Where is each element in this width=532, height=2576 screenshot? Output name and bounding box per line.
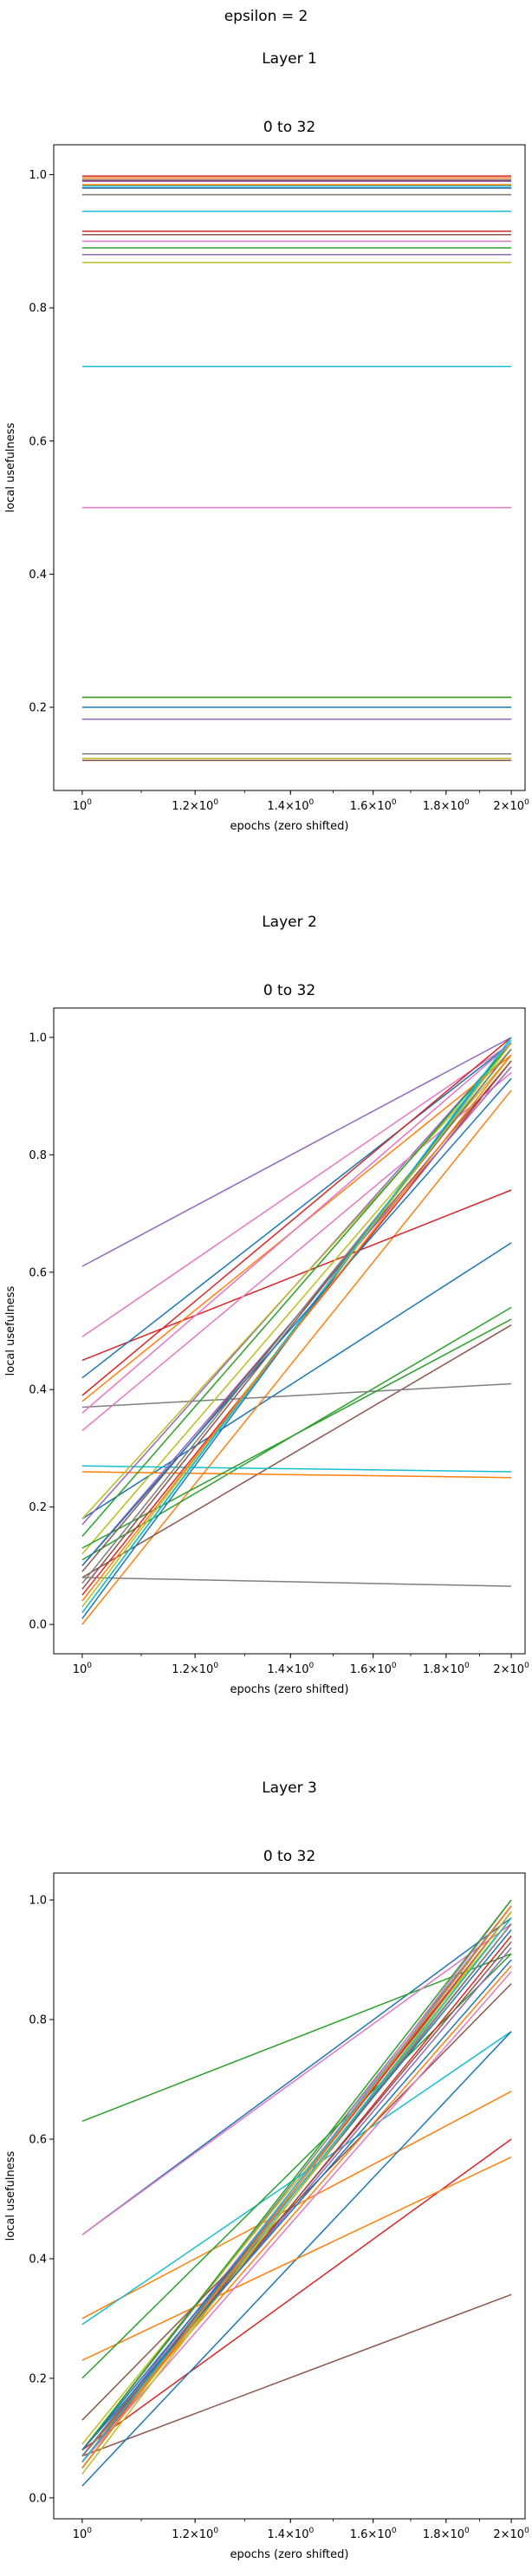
- series-line: [81, 1043, 512, 1379]
- series-line: [81, 1917, 512, 2235]
- y-tick-label: 0.4: [29, 569, 47, 582]
- series-line: [81, 1043, 512, 1537]
- series-lines: [81, 175, 512, 762]
- x-tick-label: 2×100: [493, 798, 529, 813]
- series-line: [81, 1922, 512, 2235]
- y-tick-label: 0.0: [29, 1619, 47, 1632]
- y-tick-label: 0.4: [29, 2253, 47, 2266]
- y-axis-label: local usefulness: [4, 2150, 17, 2241]
- series-line: [81, 1971, 512, 2462]
- x-tick-label: 1.4×100: [267, 798, 314, 813]
- series-line: [81, 1054, 512, 1602]
- x-tick-label: 1.2×100: [172, 2527, 218, 2541]
- series-line: [81, 1318, 512, 1549]
- y-tick-label: 0.8: [29, 1149, 47, 1162]
- x-tick-label: 2×100: [493, 1662, 529, 1676]
- x-tick-label: 1.8×100: [423, 2527, 470, 2541]
- y-tick-label: 0.2: [29, 701, 47, 714]
- plot-frame: [53, 1872, 526, 2520]
- x-tick-label: 1.6×100: [350, 798, 397, 813]
- chart-title: 0 to 32: [263, 119, 315, 136]
- series-line: [81, 1382, 512, 1408]
- series-line: [81, 1917, 512, 2462]
- series-line: [81, 2156, 512, 2361]
- y-tick-label: 0.8: [29, 302, 47, 315]
- panel-title: Layer 1: [262, 50, 317, 68]
- x-tick-label: 100: [73, 2527, 93, 2541]
- y-tick-label: 0.8: [29, 2014, 47, 2027]
- series-line: [81, 1048, 512, 1519]
- x-tick-label: 2×100: [493, 2527, 529, 2541]
- series-line: [81, 1983, 512, 2421]
- y-tick-label: 0.2: [29, 2372, 47, 2385]
- x-tick-label: 100: [73, 1662, 93, 1676]
- x-axis-label: epochs (zero shifted): [230, 1683, 349, 1696]
- x-tick-label: 1.8×100: [423, 1662, 470, 1676]
- y-tick-label: 0.6: [29, 435, 47, 448]
- suptitle: epsilon = 2: [224, 8, 308, 25]
- series-line: [81, 1911, 512, 2475]
- series-line: [81, 2138, 512, 2451]
- chart-title: 0 to 32: [263, 1848, 315, 1865]
- y-axis-label: local usefulness: [4, 422, 17, 512]
- chart-title: 0 to 32: [263, 982, 315, 999]
- panel-title: Layer 3: [262, 1779, 317, 1797]
- series-line: [81, 1965, 512, 2457]
- x-axis-label: epochs (zero shifted): [230, 820, 349, 833]
- y-tick-label: 1.0: [29, 1031, 47, 1044]
- series-line: [81, 2031, 512, 2326]
- series-line: [81, 1042, 512, 1337]
- series-lines: [81, 1899, 512, 2487]
- x-tick-label: 1.6×100: [350, 2527, 397, 2541]
- series-line: [81, 1077, 512, 1566]
- chart-panel: Layer 3 0 to 32 0.0 0.2 0.4 0.6 0.8 1.0 100 1.2×1…: [4, 1779, 529, 2561]
- series-line: [81, 2293, 512, 2457]
- series-line: [81, 1037, 512, 1614]
- y-tick-label: 0.2: [29, 1501, 47, 1514]
- x-tick-label: 1.4×100: [267, 2527, 314, 2541]
- series-line: [81, 1899, 512, 2451]
- chart-panel: Layer 2 0 to 32 0.0 0.2 0.4 0.6 0.8 1.0 100 1.2×1…: [4, 914, 529, 1696]
- y-tick-label: 0.6: [29, 2133, 47, 2146]
- y-axis-label: local usefulness: [4, 1285, 17, 1376]
- series-line: [81, 1324, 512, 1578]
- series-line: [81, 1465, 512, 1473]
- panel-title: Layer 2: [262, 914, 317, 931]
- series-line: [81, 1189, 512, 1362]
- series-line: [81, 1043, 512, 1414]
- series-line: [81, 1953, 512, 2379]
- y-tick-label: 0.6: [29, 1266, 47, 1279]
- y-tick-label: 1.0: [29, 1895, 47, 1908]
- series-line: [81, 1941, 512, 2457]
- series-line: [81, 1471, 512, 1479]
- y-tick-label: 0.0: [29, 2492, 47, 2505]
- series-line: [81, 1577, 512, 1587]
- series-lines: [81, 1037, 512, 1625]
- x-tick-label: 1.4×100: [267, 1662, 314, 1676]
- x-axis-label: epochs (zero shifted): [230, 2548, 349, 2561]
- x-tick-label: 1.2×100: [172, 1662, 218, 1676]
- series-line: [81, 1959, 512, 2451]
- plot-frame: [53, 144, 526, 791]
- x-tick-label: 1.2×100: [172, 798, 218, 813]
- y-tick-label: 0.4: [29, 1384, 47, 1397]
- series-line: [81, 1037, 512, 1396]
- chart-panel: Layer 1 0 to 32 0.2 0.4 0.6 0.8 1.0 100 1.2×100 1…: [4, 50, 529, 833]
- x-tick-label: 100: [73, 798, 93, 813]
- series-line: [81, 1048, 512, 1584]
- series-line: [81, 1953, 512, 2122]
- series-line: [81, 1905, 512, 2469]
- x-tick-label: 1.8×100: [423, 798, 470, 813]
- x-tick-label: 1.6×100: [350, 1662, 397, 1676]
- plot-frame: [53, 1007, 526, 1655]
- y-tick-label: 1.0: [29, 169, 47, 182]
- series-line: [81, 1037, 512, 1267]
